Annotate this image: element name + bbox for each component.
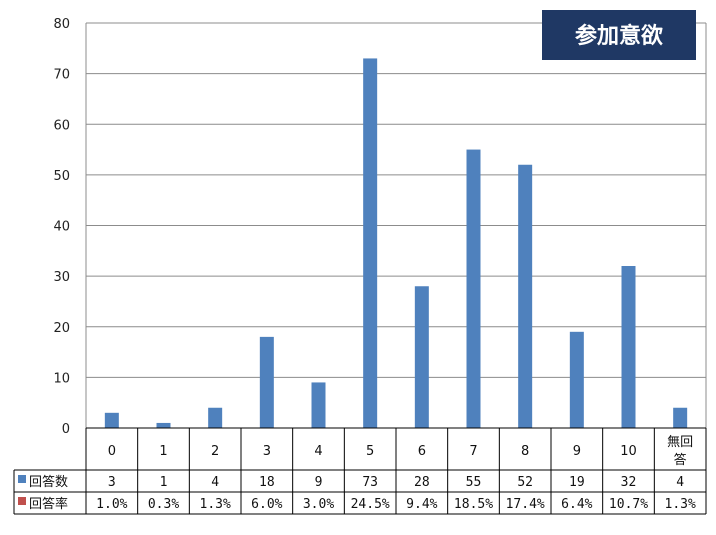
data-label: 3.0% [303, 497, 334, 512]
data-label: 3 [108, 475, 116, 490]
bar [363, 58, 378, 428]
x-tick-label: 6 [418, 444, 426, 459]
x-tick-label: 無回 [667, 435, 693, 450]
x-tick-label: 10 [620, 444, 637, 459]
bar [673, 407, 688, 428]
data-label: 28 [414, 475, 430, 490]
bar [621, 266, 636, 428]
y-tick-label: 70 [53, 68, 70, 83]
chart-title: 参加意欲 [575, 23, 663, 49]
y-tick-label: 80 [53, 17, 70, 32]
x-tick-label: 3 [263, 444, 271, 459]
legend-label: 回答率 [29, 496, 68, 512]
data-label: 1.0% [96, 497, 127, 512]
bar [104, 412, 119, 428]
y-tick-label: 30 [53, 270, 70, 285]
x-tick-label: 5 [366, 444, 374, 459]
x-tick-label: 8 [521, 444, 529, 459]
bar [518, 164, 533, 428]
data-label: 18 [259, 475, 275, 490]
y-tick-label: 0 [62, 422, 70, 437]
x-tick-label: 1 [159, 444, 167, 459]
data-label: 1.3% [200, 497, 231, 512]
x-tick-label: 7 [469, 444, 477, 459]
data-label: 9 [315, 475, 323, 490]
data-label: 4 [676, 475, 684, 490]
bar [466, 149, 481, 428]
x-tick-label: 答 [674, 452, 687, 468]
data-label: 1 [160, 475, 168, 490]
title-badge-box [542, 10, 696, 60]
y-tick-label: 40 [53, 220, 70, 235]
x-tick-label: 9 [573, 444, 581, 459]
data-label: 55 [466, 475, 482, 490]
legend-swatch [18, 475, 26, 483]
y-tick-label: 50 [53, 169, 70, 184]
x-tick-label: 2 [211, 444, 219, 459]
bar [414, 286, 429, 428]
data-label: 24.5% [351, 497, 390, 512]
bar [156, 422, 171, 428]
y-tick-label: 60 [53, 118, 70, 133]
y-tick-label: 10 [53, 371, 70, 386]
data-label: 73 [362, 475, 378, 490]
data-label: 0.3% [148, 497, 179, 512]
data-label: 9.4% [406, 497, 437, 512]
title-badge: 参加意欲 [542, 10, 696, 60]
legend-swatch [18, 497, 26, 505]
data-label: 6.0% [251, 497, 282, 512]
y-axis: 0 10 20 30 40 50 60 70 80 [53, 17, 707, 437]
data-label: 52 [517, 475, 533, 490]
data-label: 19 [569, 475, 585, 490]
bar [311, 382, 326, 428]
data-label: 4 [211, 475, 219, 490]
bar [259, 336, 274, 428]
y-tick-label: 20 [53, 321, 70, 336]
bar [569, 331, 584, 428]
data-label: 18.5% [454, 497, 493, 512]
bars [104, 58, 688, 428]
data-label: 32 [621, 475, 637, 490]
x-tick-label: 0 [108, 444, 116, 459]
gridlines [86, 22, 706, 429]
data-label: 1.3% [665, 497, 696, 512]
data-label: 6.4% [561, 497, 592, 512]
data-label: 17.4% [506, 497, 545, 512]
legend-label: 回答数 [29, 474, 68, 490]
data-label: 10.7% [609, 497, 648, 512]
bar [208, 407, 223, 428]
x-tick-label: 4 [314, 444, 322, 459]
